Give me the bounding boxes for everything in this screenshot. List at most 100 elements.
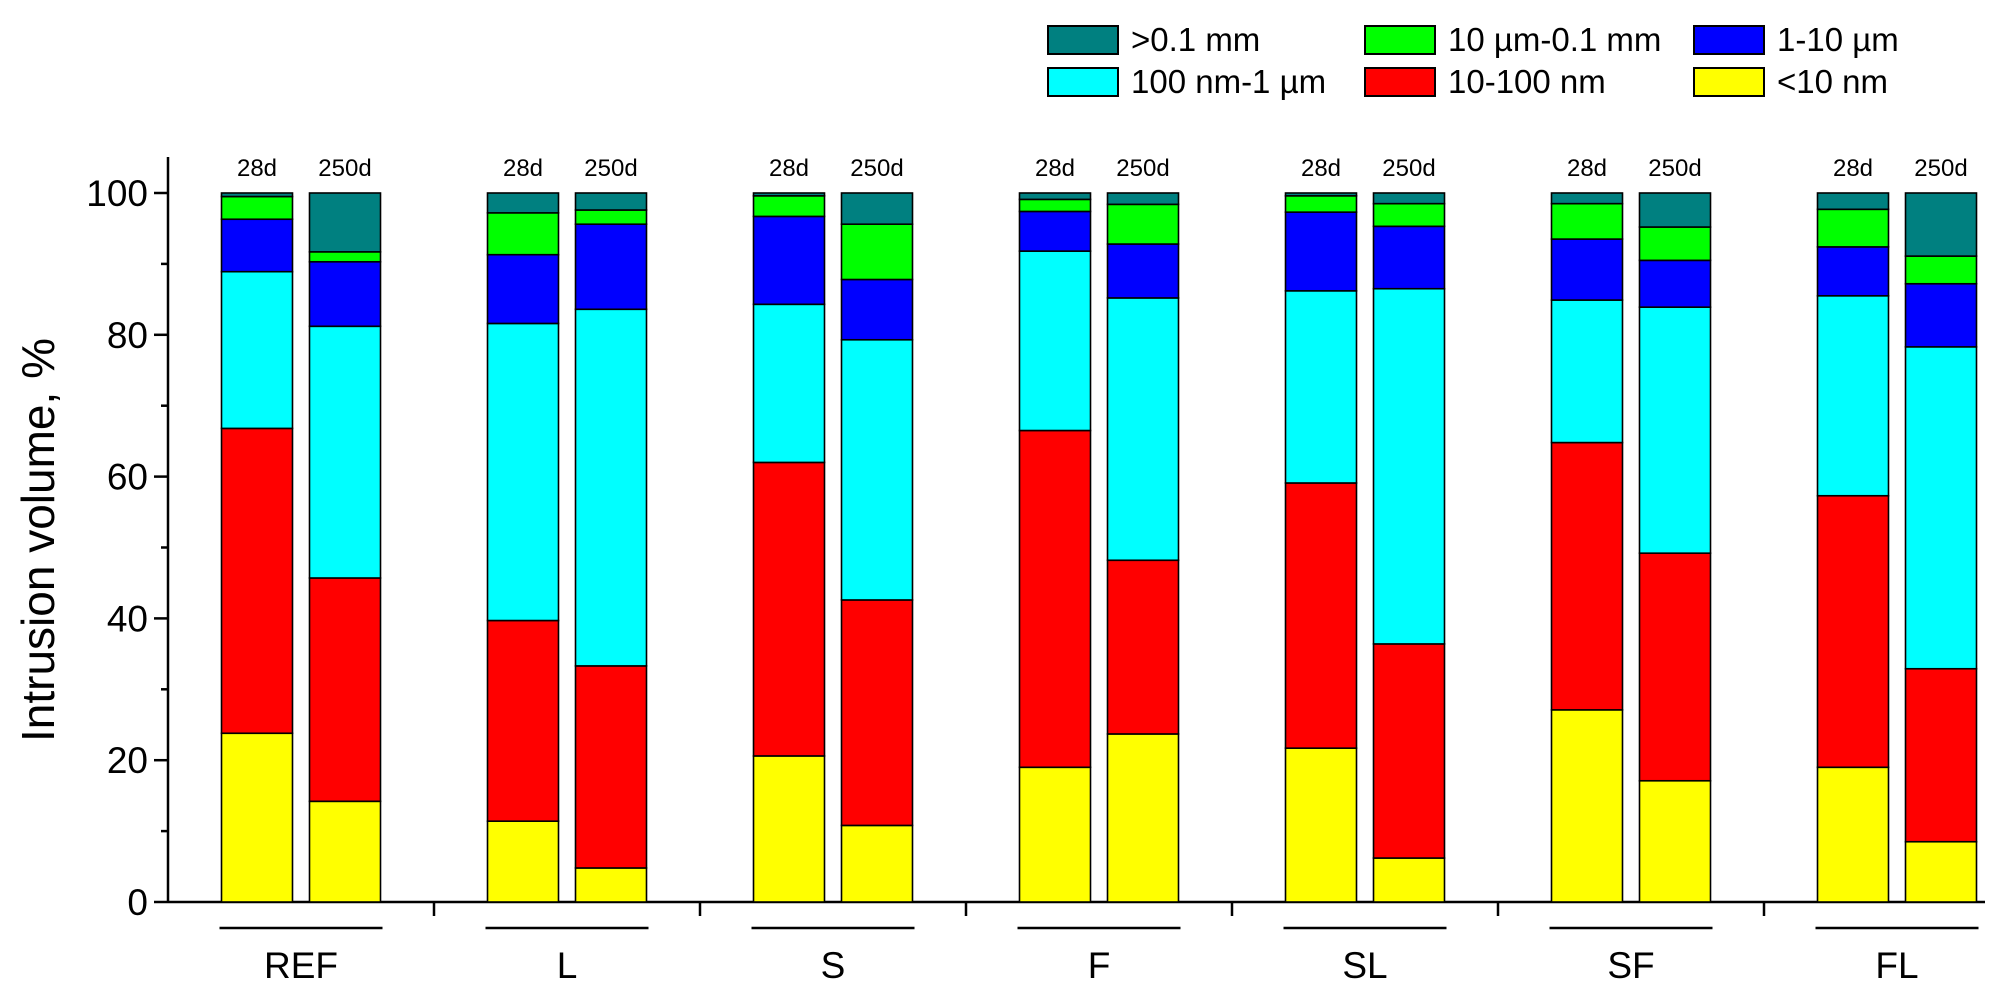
legend: >0.1 mm 10 µm-0.1 mm 1-10 µm 100 nm-1 µm… bbox=[1047, 18, 1987, 104]
bar-segment bbox=[1904, 255, 1978, 285]
legend-label-lt-10nm: <10 nm bbox=[1777, 63, 1888, 100]
bar-segment bbox=[486, 619, 560, 822]
bar-segment bbox=[486, 820, 560, 903]
bar-segment bbox=[1284, 290, 1358, 484]
legend-swatch-1-10um bbox=[1693, 25, 1765, 55]
bar-segment bbox=[1284, 192, 1358, 197]
legend-label-10um-0-1mm: 10 µm-0.1 mm bbox=[1448, 21, 1662, 58]
bar-time-label: 250d bbox=[1914, 155, 1967, 182]
bar-segment bbox=[1638, 779, 1712, 903]
group-label: L bbox=[557, 945, 578, 986]
bar-segment bbox=[574, 223, 648, 311]
bar-segment bbox=[1904, 282, 1978, 348]
bar-segment bbox=[1106, 203, 1180, 245]
bar-segment bbox=[1372, 202, 1446, 228]
bar-segment bbox=[308, 260, 382, 328]
bar-segment bbox=[486, 322, 560, 622]
group-label: FL bbox=[1875, 945, 1918, 986]
bar-segment bbox=[220, 732, 294, 903]
bar-segment bbox=[752, 192, 826, 197]
bar-segment bbox=[220, 195, 294, 221]
legend-swatch-lt-10nm bbox=[1693, 67, 1765, 97]
legend-swatch-100nm-1um bbox=[1047, 67, 1119, 97]
legend-label-gt-0-1-mm: >0.1 mm bbox=[1131, 21, 1261, 58]
bar-segment bbox=[1550, 709, 1624, 903]
bar-segment bbox=[1018, 429, 1092, 769]
bar-segment bbox=[752, 195, 826, 218]
y-tick-label: 80 bbox=[107, 315, 148, 356]
bar-segment bbox=[840, 599, 914, 827]
group-label: REF bbox=[264, 945, 338, 986]
bar-segment bbox=[574, 308, 648, 667]
bar-segment bbox=[1106, 733, 1180, 903]
bar-segment bbox=[1816, 494, 1890, 769]
bar-segment bbox=[1550, 192, 1624, 205]
bar-segment bbox=[574, 209, 648, 225]
bar-segment bbox=[1018, 192, 1092, 201]
bar-segment bbox=[486, 212, 560, 256]
bar-segment bbox=[220, 192, 294, 198]
bar-segment bbox=[1106, 192, 1180, 206]
bar-segment bbox=[1550, 202, 1624, 240]
bar-segment bbox=[1372, 643, 1446, 859]
legend-swatch-10um-0-1mm bbox=[1364, 25, 1436, 55]
bar-segment bbox=[1372, 225, 1446, 290]
bar-segment bbox=[1284, 195, 1358, 213]
bar-segment bbox=[1638, 259, 1712, 308]
bar-segment bbox=[1904, 667, 1978, 843]
bar-segment bbox=[752, 755, 826, 903]
bar-segment bbox=[1816, 192, 1890, 211]
bar-time-label: 28d bbox=[503, 155, 543, 182]
bar-time-label: 28d bbox=[237, 155, 277, 182]
y-axis-label: Intrusion volume, % bbox=[12, 338, 64, 742]
group-label: SF bbox=[1607, 945, 1654, 986]
bar-segment bbox=[1106, 297, 1180, 562]
bar-segment bbox=[1550, 441, 1624, 711]
bar-segment bbox=[1106, 243, 1180, 299]
bar-segment bbox=[752, 215, 826, 306]
bar-segment bbox=[840, 338, 914, 601]
legend-label-10-100nm: 10-100 nm bbox=[1448, 63, 1606, 100]
bar-segment bbox=[1904, 192, 1978, 257]
bar-segment bbox=[1018, 198, 1092, 213]
legend-label-1-10um: 1-10 µm bbox=[1777, 21, 1899, 58]
bar-segment bbox=[1638, 552, 1712, 782]
bar-segment bbox=[1816, 295, 1890, 497]
bar-segment bbox=[308, 577, 382, 803]
bar-segment bbox=[1638, 192, 1712, 228]
bar-segment bbox=[1018, 250, 1092, 432]
bar-time-label: 28d bbox=[769, 155, 809, 182]
bar-segment bbox=[308, 192, 382, 253]
bar-segment bbox=[486, 192, 560, 214]
bar-segment bbox=[308, 325, 382, 579]
legend-item-lt-10nm: <10 nm bbox=[1693, 62, 1888, 102]
bar-segment bbox=[1372, 287, 1446, 645]
bar-segment bbox=[840, 223, 914, 281]
bar-segment bbox=[574, 192, 648, 211]
bar-segment bbox=[486, 253, 560, 325]
bar-segment bbox=[752, 303, 826, 464]
bar-segment bbox=[1638, 226, 1712, 262]
group-label: F bbox=[1088, 945, 1111, 986]
y-tick-label: 0 bbox=[127, 882, 148, 923]
bar-segment bbox=[752, 461, 826, 757]
bar-time-label: 250d bbox=[1648, 155, 1701, 182]
legend-swatch-10-100nm bbox=[1364, 67, 1436, 97]
bar-segment bbox=[220, 427, 294, 735]
bar-segment bbox=[1816, 246, 1890, 297]
bar-segment bbox=[1638, 306, 1712, 554]
bars bbox=[220, 192, 1978, 903]
bar-segment bbox=[1372, 192, 1446, 205]
bar-segment bbox=[220, 270, 294, 430]
bar-segment bbox=[1816, 766, 1890, 903]
bar-segment bbox=[1284, 482, 1358, 749]
group-label: SL bbox=[1342, 945, 1387, 986]
bar-segment bbox=[220, 218, 294, 273]
bar-segment bbox=[1284, 211, 1358, 292]
bar-segment bbox=[308, 800, 382, 903]
legend-item-10um-0-1mm: 10 µm-0.1 mm bbox=[1364, 20, 1661, 60]
bar-segment bbox=[1904, 840, 1978, 903]
bar-segment bbox=[1550, 299, 1624, 444]
legend-item-1-10um: 1-10 µm bbox=[1693, 20, 1899, 60]
bar-segment bbox=[308, 251, 382, 263]
